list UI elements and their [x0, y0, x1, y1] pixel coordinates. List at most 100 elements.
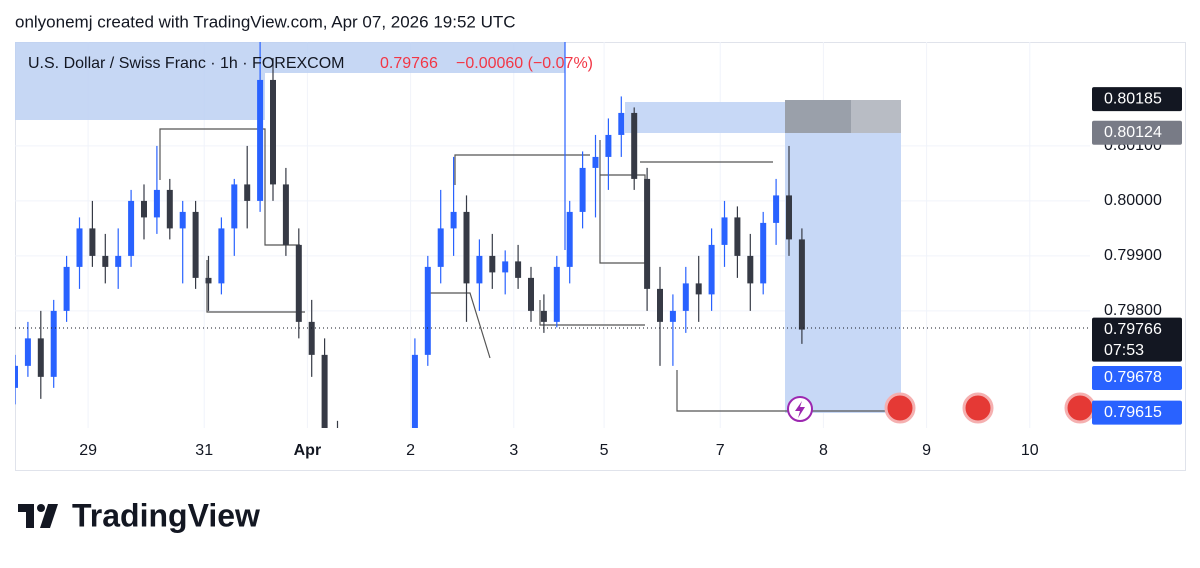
candle-body: [515, 261, 522, 278]
x-tick-label: 29: [79, 442, 97, 459]
price-label-box: [1092, 87, 1182, 112]
candle-body: [773, 195, 780, 223]
candle-body: [373, 487, 379, 498]
x-tick-label: 7: [716, 442, 725, 459]
candle-body: [244, 184, 251, 201]
candle-body: [721, 217, 728, 245]
drawing: [206, 260, 305, 313]
x-tick-label: 3: [509, 442, 518, 459]
candle-body: [89, 228, 96, 256]
candle-body: [192, 211, 199, 278]
candle-body: [270, 79, 276, 185]
y-tick-label: 0.79900: [1104, 247, 1162, 264]
candle-body: [786, 195, 792, 240]
candle-body: [644, 178, 651, 289]
candle-body: [37, 338, 44, 377]
candle-body: [102, 255, 109, 267]
candle-body: [153, 189, 160, 218]
candle-body: [528, 277, 534, 311]
candle-body: [579, 167, 586, 212]
candle-body: [437, 228, 444, 267]
candle-body: [708, 244, 715, 295]
event-flag: [962, 392, 994, 424]
candle-body: [631, 112, 638, 179]
symbol: U.S. Dollar / Swiss Franc · 1h · FOREXCO…: [28, 55, 345, 72]
candle-body: [347, 476, 353, 487]
x-tick-label: 10: [1021, 442, 1039, 459]
candle-body: [489, 255, 496, 273]
candle-body: [63, 266, 70, 311]
candle-body: [218, 228, 225, 284]
countdown: 07:53: [1104, 342, 1144, 359]
drawing: [539, 300, 645, 326]
candle-body: [695, 283, 702, 295]
candle-body: [308, 321, 315, 355]
event-flag: [884, 392, 916, 424]
candle-body: [657, 288, 663, 322]
x-tick-label: Apr: [294, 442, 322, 459]
x-tick-label: 31: [195, 442, 213, 459]
y-tick-label: 0.80000: [1104, 192, 1162, 209]
candle-body: [669, 310, 676, 322]
candle-body: [50, 310, 57, 377]
last-price: 0.79766: [380, 55, 438, 72]
price-label-box: [1092, 365, 1182, 390]
zone: [625, 102, 785, 133]
drawing: [430, 292, 491, 359]
candle-body: [760, 222, 767, 284]
candle-body: [592, 156, 599, 168]
candle-body: [605, 134, 612, 157]
candle-body: [682, 283, 689, 311]
candle-body: [618, 112, 625, 135]
x-tick-label: 5: [600, 442, 609, 459]
candle-body: [76, 228, 83, 267]
candle-body: [141, 200, 147, 218]
drawing: [159, 128, 300, 246]
candle-body: [450, 211, 457, 229]
candle-body: [476, 255, 483, 284]
zone: [265, 42, 565, 73]
zone: [15, 42, 265, 120]
price-label-box: [1092, 400, 1182, 425]
candle-body: [231, 184, 238, 229]
price-label: 0.80124: [1104, 124, 1162, 141]
price-label-box: [1092, 120, 1182, 145]
candle-body: [798, 239, 805, 330]
y-tick-label: 0.79800: [1104, 302, 1162, 319]
x-tick-label: 2: [406, 442, 415, 459]
x-tick-label: 8: [819, 442, 828, 459]
candle-body: [540, 310, 547, 322]
event-icon: [795, 401, 805, 418]
price-label-box: [1092, 317, 1182, 362]
price-label: 0.79615: [1104, 404, 1162, 421]
candle-body: [166, 189, 173, 229]
candle-body: [15, 365, 18, 388]
drawing: [454, 154, 590, 185]
price-label: 0.79678: [1104, 369, 1162, 386]
candle-body: [747, 255, 754, 284]
plot-area: [15, 42, 1090, 498]
price-change: −0.00060 (−0.07%): [456, 55, 593, 72]
candle-body: [553, 266, 560, 322]
candle-body: [321, 354, 328, 428]
candle-body: [257, 79, 264, 201]
candle-body: [115, 255, 122, 267]
candle-body: [360, 476, 366, 498]
candle-body: [411, 354, 418, 428]
candle-body: [128, 200, 135, 256]
attribution: onlyonemj created with TradingView.com, …: [15, 12, 516, 31]
candle-body: [282, 184, 289, 245]
candle-body: [24, 338, 31, 366]
events: [787, 392, 1096, 424]
candle-body: [734, 217, 741, 256]
candle-body: [502, 261, 509, 273]
candle-body: [295, 244, 302, 322]
candle-body: [424, 266, 431, 355]
price-label: 0.79766: [1104, 321, 1162, 338]
brand-name: TradingView: [72, 497, 260, 533]
candle-body: [179, 211, 186, 229]
event-flag: [1064, 392, 1096, 424]
candle-body: [463, 211, 470, 284]
brand-logo: [18, 504, 58, 528]
